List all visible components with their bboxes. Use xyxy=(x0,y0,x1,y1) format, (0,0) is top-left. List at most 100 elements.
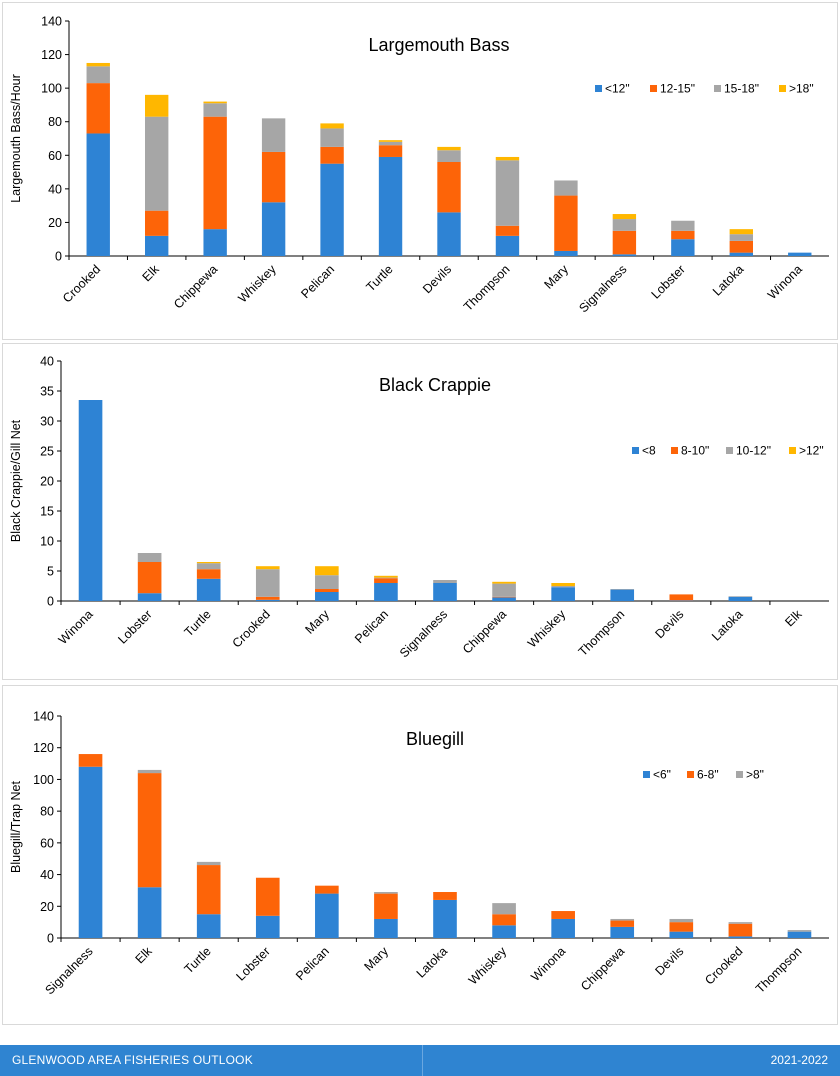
chart2-bar-latoka-6-8 xyxy=(433,892,457,900)
chart1-bar-pelican-10-12 xyxy=(374,577,398,579)
chart1-x-tick-label-mary: Mary xyxy=(302,607,332,637)
chart1-y-tick-label-7: 35 xyxy=(40,385,54,399)
chart1-bar-signalness-8 xyxy=(433,583,457,601)
chart0-bar-mary-12-15 xyxy=(554,195,578,251)
chart2-bar-turtle-6 xyxy=(196,914,221,938)
chart1-y-tick-label-8: 40 xyxy=(40,355,54,369)
chart2-bar-whiskey-6-8 xyxy=(492,914,516,926)
chart2-legend-swatch-2 xyxy=(736,771,743,778)
chart2-legend-label-0: <6" xyxy=(653,768,671,782)
footer-divider xyxy=(422,1045,423,1076)
chart1-x-tick-label-winona: Winona xyxy=(56,607,96,647)
chart2-y-tick-label-3: 60 xyxy=(40,836,54,850)
chart0-y-axis-label: Largemouth Bass/Hour xyxy=(9,74,23,203)
chart2-bar-winona-6 xyxy=(551,918,575,938)
chart0-x-tick-label-chippewa: Chippewa xyxy=(171,262,220,311)
chart2-bar-elk-8 xyxy=(137,769,162,774)
chart1-legend-label-2: 10-12" xyxy=(736,444,771,458)
chart2-bar-winona-6-8 xyxy=(551,911,575,919)
chart2-bar-whiskey-8 xyxy=(492,903,516,915)
chart0-bar-turtle-15-18 xyxy=(378,141,403,146)
chart1-y-tick-label-3: 15 xyxy=(40,505,54,519)
chart0-bar-chippewa-12 xyxy=(203,229,227,256)
chart1-bar-latoka-10-12 xyxy=(728,596,753,597)
chart2-x-tick-label-chippewa: Chippewa xyxy=(578,944,627,993)
chart1-x-tick-label-devils: Devils xyxy=(652,607,686,641)
chart2-x-tick-label-devils: Devils xyxy=(652,944,686,978)
chart0-x-tick-label-signalness: Signalness xyxy=(576,262,629,315)
chart1-x-tick-label-whiskey: Whiskey xyxy=(525,607,569,651)
chart1-bar-pelican-12 xyxy=(374,575,398,578)
chart2-bar-lobster-6 xyxy=(255,915,280,938)
chart0-bar-elk-15-18 xyxy=(145,116,169,211)
chart1-y-tick-label-6: 30 xyxy=(40,415,54,429)
chart1-bar-signalness-10-12 xyxy=(433,580,457,583)
chart0-bar-elk-18 xyxy=(145,94,169,117)
chart0-x-tick-label-turtle: Turtle xyxy=(363,262,395,294)
chart0-bar-mary-15-18 xyxy=(554,180,578,196)
chart2-y-tick-label-0: 0 xyxy=(47,932,54,946)
chart1-bar-lobster-8-10 xyxy=(137,562,162,594)
chart1-x-tick-label-signalness: Signalness xyxy=(397,607,450,660)
chart0-y-tick-label-4: 80 xyxy=(48,115,62,129)
chart1-bar-devils-8 xyxy=(669,600,694,601)
chart2-bar-elk-6 xyxy=(137,887,162,938)
chart0-y-tick-label-5: 100 xyxy=(41,82,62,96)
chart0-bar-devils-12 xyxy=(437,212,461,256)
chart0-x-tick-label-devils: Devils xyxy=(420,262,454,296)
chart0-bar-signalness-18 xyxy=(612,214,637,220)
chart2-y-tick-label-1: 20 xyxy=(40,900,54,914)
chart0-bar-crooked-12 xyxy=(86,133,110,256)
chart1-bar-turtle-10-12 xyxy=(196,563,221,570)
chart2-x-tick-label-elk: Elk xyxy=(133,944,156,967)
chart0-bar-signalness-12 xyxy=(612,254,637,256)
chart2-x-tick-label-thompson: Thompson xyxy=(753,944,805,996)
chart2-y-tick-label-2: 40 xyxy=(40,868,54,882)
chart1-x-tick-label-crooked: Crooked xyxy=(230,607,273,650)
chart0-bar-crooked-18 xyxy=(86,62,110,67)
chart1-x-tick-label-pelican: Pelican xyxy=(352,607,391,646)
chart1-bar-chippewa-8-10 xyxy=(492,596,516,598)
chart1-y-tick-label-1: 5 xyxy=(47,565,54,579)
chart2-x-tick-label-lobster: Lobster xyxy=(234,944,273,983)
chart0-bar-whiskey-12-15 xyxy=(261,151,286,203)
chart0-bar-elk-12-15 xyxy=(145,210,169,236)
chart0-y-tick-label-3: 60 xyxy=(48,149,62,163)
chart1-x-tick-label-lobster: Lobster xyxy=(115,607,154,646)
chart2-bar-mary-6 xyxy=(374,918,398,938)
chart1-bar-chippewa-8 xyxy=(492,597,516,601)
chart2-y-tick-label-4: 80 xyxy=(40,805,54,819)
chart1-bar-thompson-10-12 xyxy=(610,589,635,590)
footer-year-range: 2021-2022 xyxy=(770,1053,828,1067)
chart2-legend-swatch-1 xyxy=(687,771,694,778)
black-crappie-chart: Black Crappie Black Crappie/Gill Net 0 5 10 1… xyxy=(9,355,829,660)
chart0-legend-swatch-3 xyxy=(779,85,786,92)
chart0-x-tick-label-mary: Mary xyxy=(542,262,572,292)
chart2-y-axis-label: Bluegill/Trap Net xyxy=(9,781,23,873)
chart0-legend-swatch-0 xyxy=(595,85,602,92)
chart0-bar-crooked-12-15 xyxy=(86,83,110,134)
chart2-bar-chippewa-6 xyxy=(610,926,635,938)
chart2-bar-crooked-6-8 xyxy=(728,923,753,937)
chart2-bar-thompson-8 xyxy=(787,930,812,932)
largemouth-bass-chart: Largemouth Bass Largemouth Bass/Hour 0 20 40… xyxy=(9,15,829,315)
chart0-title: Largemouth Bass xyxy=(368,35,509,55)
chart0-legend-label-2: 15-18" xyxy=(724,82,759,96)
chart2-bar-devils-8 xyxy=(669,918,694,923)
chart0-bar-devils-18 xyxy=(437,146,461,151)
chart0-bar-signalness-15-18 xyxy=(612,219,637,231)
chart1-bar-pelican-8-10 xyxy=(374,578,398,583)
chart1-legend-label-3: >12" xyxy=(799,444,824,458)
chart1-bar-whiskey-8 xyxy=(551,587,575,601)
bluegill-panel: Bluegill Bluegill/Trap Net 0 20 40 60 80 100 120… xyxy=(2,685,838,1025)
chart2-x-tick-label-mary: Mary xyxy=(362,944,392,974)
chart1-legend-swatch-3 xyxy=(789,447,796,454)
chart0-legend-label-3: >18" xyxy=(789,82,814,96)
chart1-x-tick-label-turtle: Turtle xyxy=(182,607,214,639)
chart1-bar-pelican-8 xyxy=(374,583,398,601)
chart1-bar-chippewa-12 xyxy=(492,581,516,584)
chart0-bar-pelican-18 xyxy=(320,123,344,129)
chart0-bar-whiskey-12 xyxy=(261,202,286,256)
chart0-legend-label-1: 12-15" xyxy=(660,82,695,96)
chart2-bar-signalness-6-8 xyxy=(78,754,103,767)
